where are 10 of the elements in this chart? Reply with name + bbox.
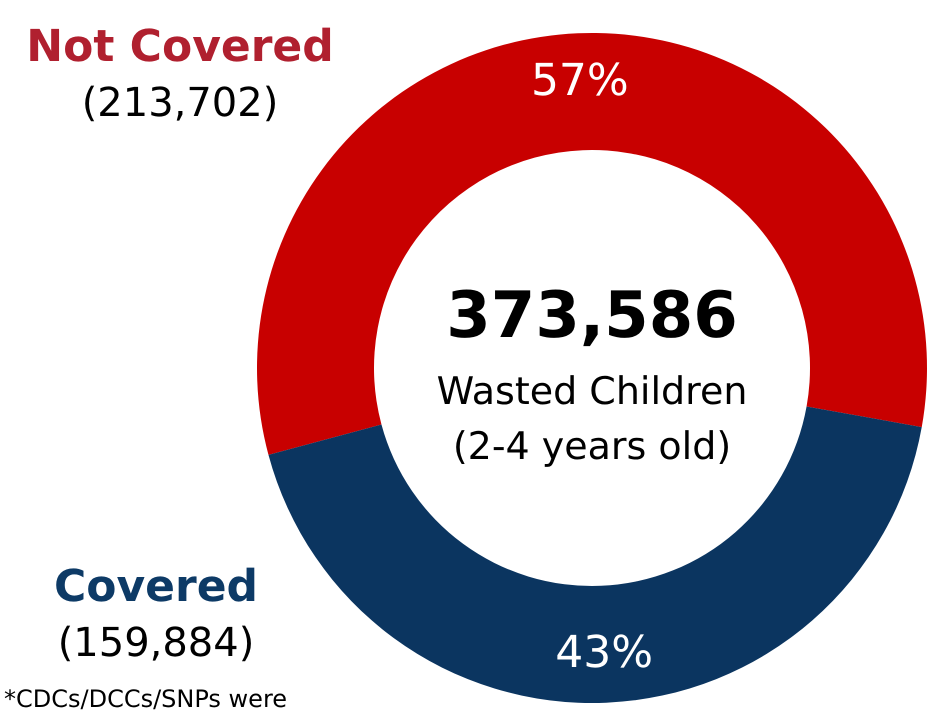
slice-label: Covered (54, 561, 258, 612)
data-label: 43% (555, 627, 654, 678)
data-label: 57% (530, 54, 629, 106)
slice-label: Not Covered (26, 21, 334, 72)
text: Wasted Children (436, 369, 748, 413)
text: (2-4 years old) (452, 424, 732, 468)
text: (159,884) (58, 620, 254, 666)
text: *CDCs/DCCs/SNPs were (4, 685, 288, 713)
text: 373,586 (446, 279, 738, 353)
text: (213,702) (82, 80, 278, 126)
